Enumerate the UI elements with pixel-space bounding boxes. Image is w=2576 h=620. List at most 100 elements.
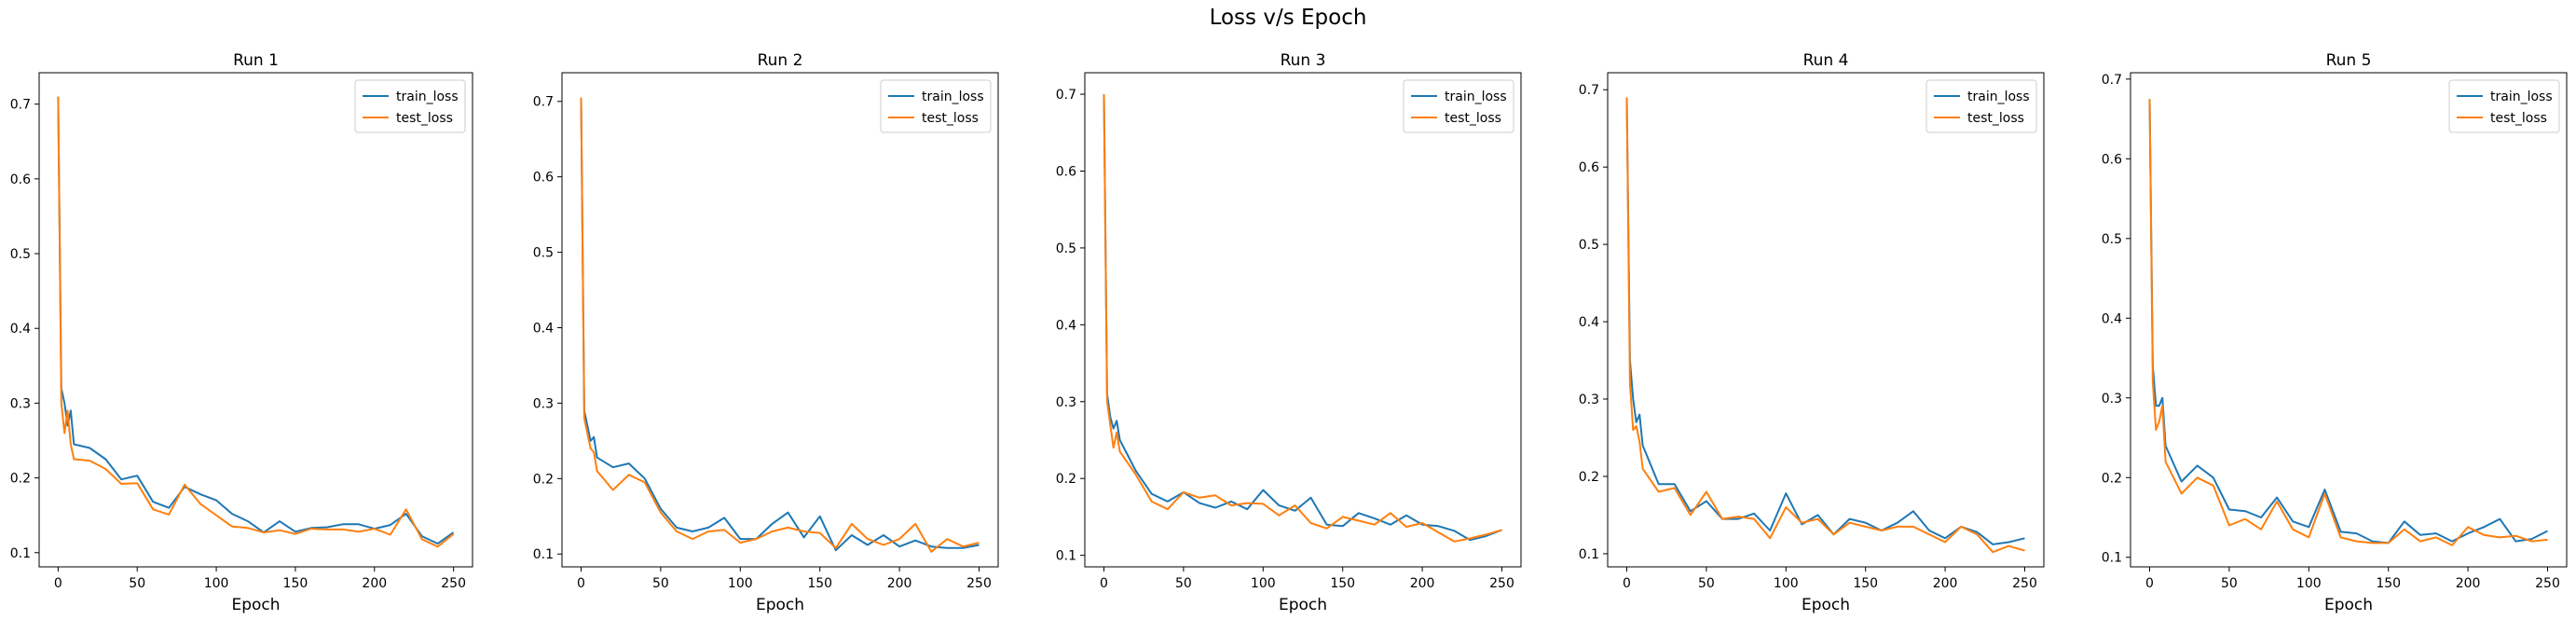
legend-label: test_loss [922,111,979,126]
x-tick-label: 100 [2296,576,2322,591]
y-tick-label: 0.5 [1056,241,1076,256]
y-tick-label: 0.3 [10,396,31,411]
legend: train_loss test_loss [1925,79,2037,133]
legend: train_loss test_loss [354,79,466,133]
x-tick-label: 0 [2145,576,2154,591]
x-tick-label: 200 [1410,576,1435,591]
plot-frame [1607,72,2045,568]
y-tick-label: 0.4 [1056,318,1076,333]
y-tick-label: 0.2 [10,472,31,487]
x-tick-label: 100 [728,576,753,591]
y-tick-label: 0.7 [1579,83,1599,98]
y-tick-label: 0.6 [1579,160,1599,175]
legend-label: train_loss [1445,90,1507,104]
legend: train_loss test_loss [880,79,992,133]
y-tick-label: 0.4 [2102,311,2122,326]
x-tick-label: 150 [283,576,308,591]
legend-label: train_loss [922,90,984,104]
y-tick-label: 0.1 [533,547,554,562]
figure-title: Loss v/s Epoch [1210,6,1367,30]
panel-title: Run 1 [233,51,279,70]
y-tick-label: 0.7 [10,98,31,113]
legend-label: train_loss [1967,90,2030,104]
y-tick-label: 0.7 [2102,73,2122,88]
plot-frame [2130,72,2568,568]
x-tick-label: 250 [2535,576,2560,591]
x-tick-label: 50 [129,576,145,591]
x-tick-label: 200 [1933,576,1958,591]
plot-frame [1084,72,1522,568]
legend-box [2448,79,2560,133]
series-line-test-loss [1103,94,1502,543]
x-tick-label: 50 [1698,576,1715,591]
legend-label: train_loss [396,90,459,104]
x-tick-label: 150 [807,576,832,591]
y-tick-label: 0.1 [10,546,31,561]
legend-box [880,79,992,133]
x-axis-label: Epoch [756,596,804,614]
y-tick-label: 0.5 [10,247,31,262]
y-tick-label: 0.5 [533,246,554,261]
y-tick-label: 0.3 [1056,395,1076,410]
legend: train_loss test_loss [2448,79,2560,133]
y-tick-label: 0.1 [2102,551,2122,566]
legend-label: test_loss [2490,111,2547,126]
x-tick-label: 150 [1853,576,1878,591]
x-tick-label: 50 [1175,576,1192,591]
panel-title: Run 3 [1281,51,1326,70]
x-tick-label: 0 [577,576,585,591]
y-tick-label: 0.2 [1579,470,1599,485]
x-tick-label: 250 [966,576,992,591]
chart-panel-1: Run 1 0 50 100 150 200 250 0.1 0.2 0.3 0.4 0.5 0.6 0.… [10,51,473,614]
y-tick-label: 0.2 [2102,471,2122,486]
legend-box [1403,79,1514,133]
series-line-test-loss [2148,99,2548,546]
y-tick-label: 0.3 [1579,393,1599,407]
x-tick-label: 200 [2456,576,2481,591]
plot-frame [38,72,473,568]
series-line-test-loss [1625,97,2025,554]
x-tick-label: 50 [2221,576,2238,591]
x-tick-label: 100 [1251,576,1276,591]
x-tick-label: 250 [1489,576,1514,591]
y-tick-label: 0.5 [1579,238,1599,253]
x-axis-label: Epoch [1802,596,1850,614]
series-line-test-loss [580,97,980,553]
x-tick-label: 250 [2012,576,2037,591]
y-tick-label: 0.1 [1579,547,1599,562]
y-tick-label: 0.6 [2102,152,2122,167]
legend-label: test_loss [396,111,453,126]
y-tick-label: 0.6 [533,171,554,186]
x-tick-label: 0 [54,576,62,591]
y-tick-label: 0.3 [2102,392,2122,406]
chart-panel-3: Run 3 0 50 100 150 200 250 0.1 0.2 0.3 0.4 0.5 0.6 0.… [1056,51,1522,614]
y-tick-label: 0.2 [533,472,554,487]
legend-box [1925,79,2037,133]
y-tick-label: 0.2 [1056,472,1076,487]
x-tick-label: 50 [652,576,669,591]
legend-label: test_loss [1445,111,1501,126]
x-tick-label: 150 [1330,576,1355,591]
legend-label: train_loss [2490,90,2553,104]
y-tick-label: 0.6 [10,172,31,187]
chart-panel-2: Run 2 0 50 100 150 200 250 0.1 0.2 0.3 0.4 0.5 0.6 0.… [533,51,999,614]
plot-frame [561,72,999,568]
series-line-test-loss [57,96,455,548]
y-tick-label: 0.6 [1056,165,1076,180]
x-tick-label: 100 [204,576,229,591]
legend: train_loss test_loss [1403,79,1514,133]
x-tick-label: 0 [1623,576,1631,591]
chart-panel-4: Run 4 0 50 100 150 200 250 0.1 0.2 0.3 0.4 0.5 0.6 0.… [1579,51,2045,614]
panel-title: Run 5 [2326,51,2372,70]
y-tick-label: 0.5 [2102,232,2122,247]
x-tick-label: 200 [362,576,387,591]
y-tick-label: 0.7 [533,95,554,110]
x-tick-label: 200 [887,576,912,591]
panels: Run 1 0 50 100 150 200 250 0.1 0.2 0.3 0.4 0.5 0.6 0.… [10,51,2568,614]
y-tick-label: 0.4 [1579,315,1599,330]
legend-box [354,79,466,133]
x-tick-label: 150 [2376,576,2401,591]
x-axis-label: Epoch [231,596,280,614]
chart-panel-5: Run 5 0 50 100 150 200 250 0.1 0.2 0.3 0.4 0.5 0.6 0.… [2102,51,2568,614]
